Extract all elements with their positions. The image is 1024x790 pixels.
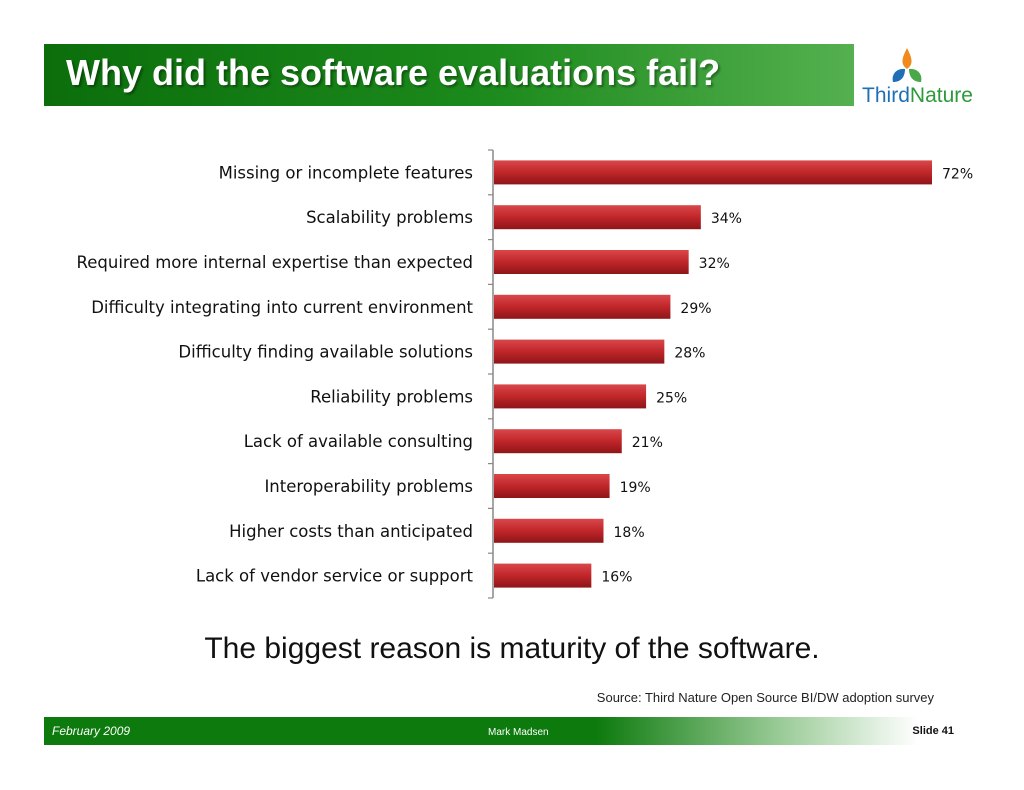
value-label: 16% [601,570,632,586]
logo-wordmark: ThirdNature [855,84,980,108]
bar [494,294,671,319]
value-label: 21% [632,435,663,451]
value-label: 72% [942,166,973,182]
footer-author: Mark Madsen [488,727,549,738]
bar [494,160,932,185]
footer-date: February 2009 [52,724,131,738]
logo-mark-icon [892,48,922,82]
bar [494,474,610,498]
category-label: Scalability problems [306,208,473,227]
category-label: Higher costs than anticipated [229,522,473,541]
slide-title: Why did the software evaluations fail? [66,52,721,93]
bar [494,429,622,454]
value-label: 19% [620,480,651,496]
value-label: 25% [656,390,687,406]
logo-word-nature: Nature [909,84,973,107]
bar [494,339,665,364]
bar [494,563,592,588]
category-label: Lack of available consulting [244,432,473,451]
bar [494,384,647,409]
slide-number: Slide 41 [912,725,954,737]
source-note: Source: Third Nature Open Source BI/DW a… [596,690,934,705]
footer-bar: February 2009 Mark Madsen Slide 41 [44,717,964,745]
bar [494,205,701,230]
category-label: Reliability problems [310,387,473,406]
value-label: 34% [711,211,742,227]
title-bar: Why did the software evaluations fail? [44,44,854,106]
value-label: 32% [699,256,730,272]
category-label: Required more internal expertise than ex… [77,253,473,272]
value-label: 18% [614,525,645,541]
category-label: Difficulty integrating into current envi… [91,298,473,317]
value-label: 29% [680,301,711,317]
value-label: 28% [674,346,705,362]
bar [494,518,604,543]
category-label: Lack of vendor service or support [196,567,474,586]
category-label: Missing or incomplete features [219,163,473,182]
category-label: Interoperability problems [264,477,473,496]
logo-word-third: Third [862,84,910,107]
third-nature-logo: ThirdNature [855,44,985,114]
bar [494,250,689,274]
category-label: Difficulty finding available solutions [178,343,473,362]
bar-chart: Missing or incomplete features 72% Scalabi… [77,149,973,599]
chart-subtitle: The biggest reason is maturity of the so… [204,632,820,665]
